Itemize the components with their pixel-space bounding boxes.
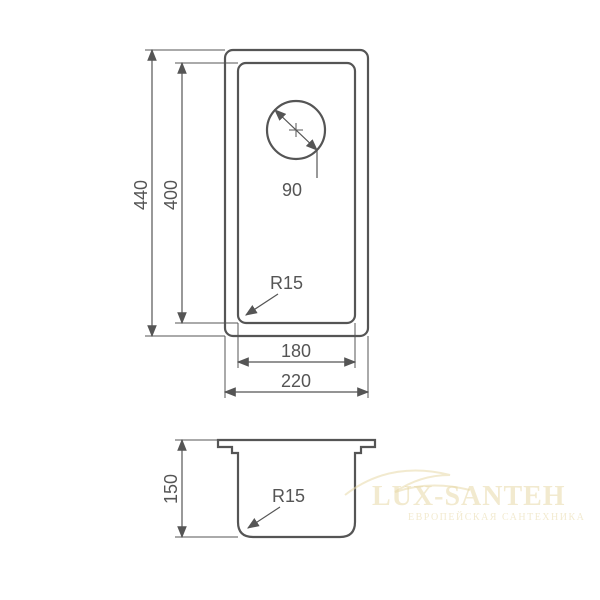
inner-height-label: 400 [161,180,181,210]
top-view: 90 R15 440 400 180 220 [131,50,368,398]
watermark: LUX-SANTEH ЕВРОПЕЙСКАЯ САНТЕХНИКА [345,471,585,524]
watermark-main: LUX-SANTEH [372,481,566,512]
technical-drawing: 90 R15 440 400 180 220 [0,0,600,600]
outer-width-label: 220 [281,371,311,391]
side-radius-label: R15 [272,486,305,506]
outer-height-label: 440 [131,180,151,210]
watermark-sub: ЕВРОПЕЙСКАЯ САНТЕХНИКА [408,511,585,523]
top-radius-label: R15 [270,273,303,293]
drain-dim-label: 90 [282,180,302,200]
inner-width-label: 180 [281,341,311,361]
side-view: R15 150 [161,440,375,537]
depth-label: 150 [161,474,181,504]
